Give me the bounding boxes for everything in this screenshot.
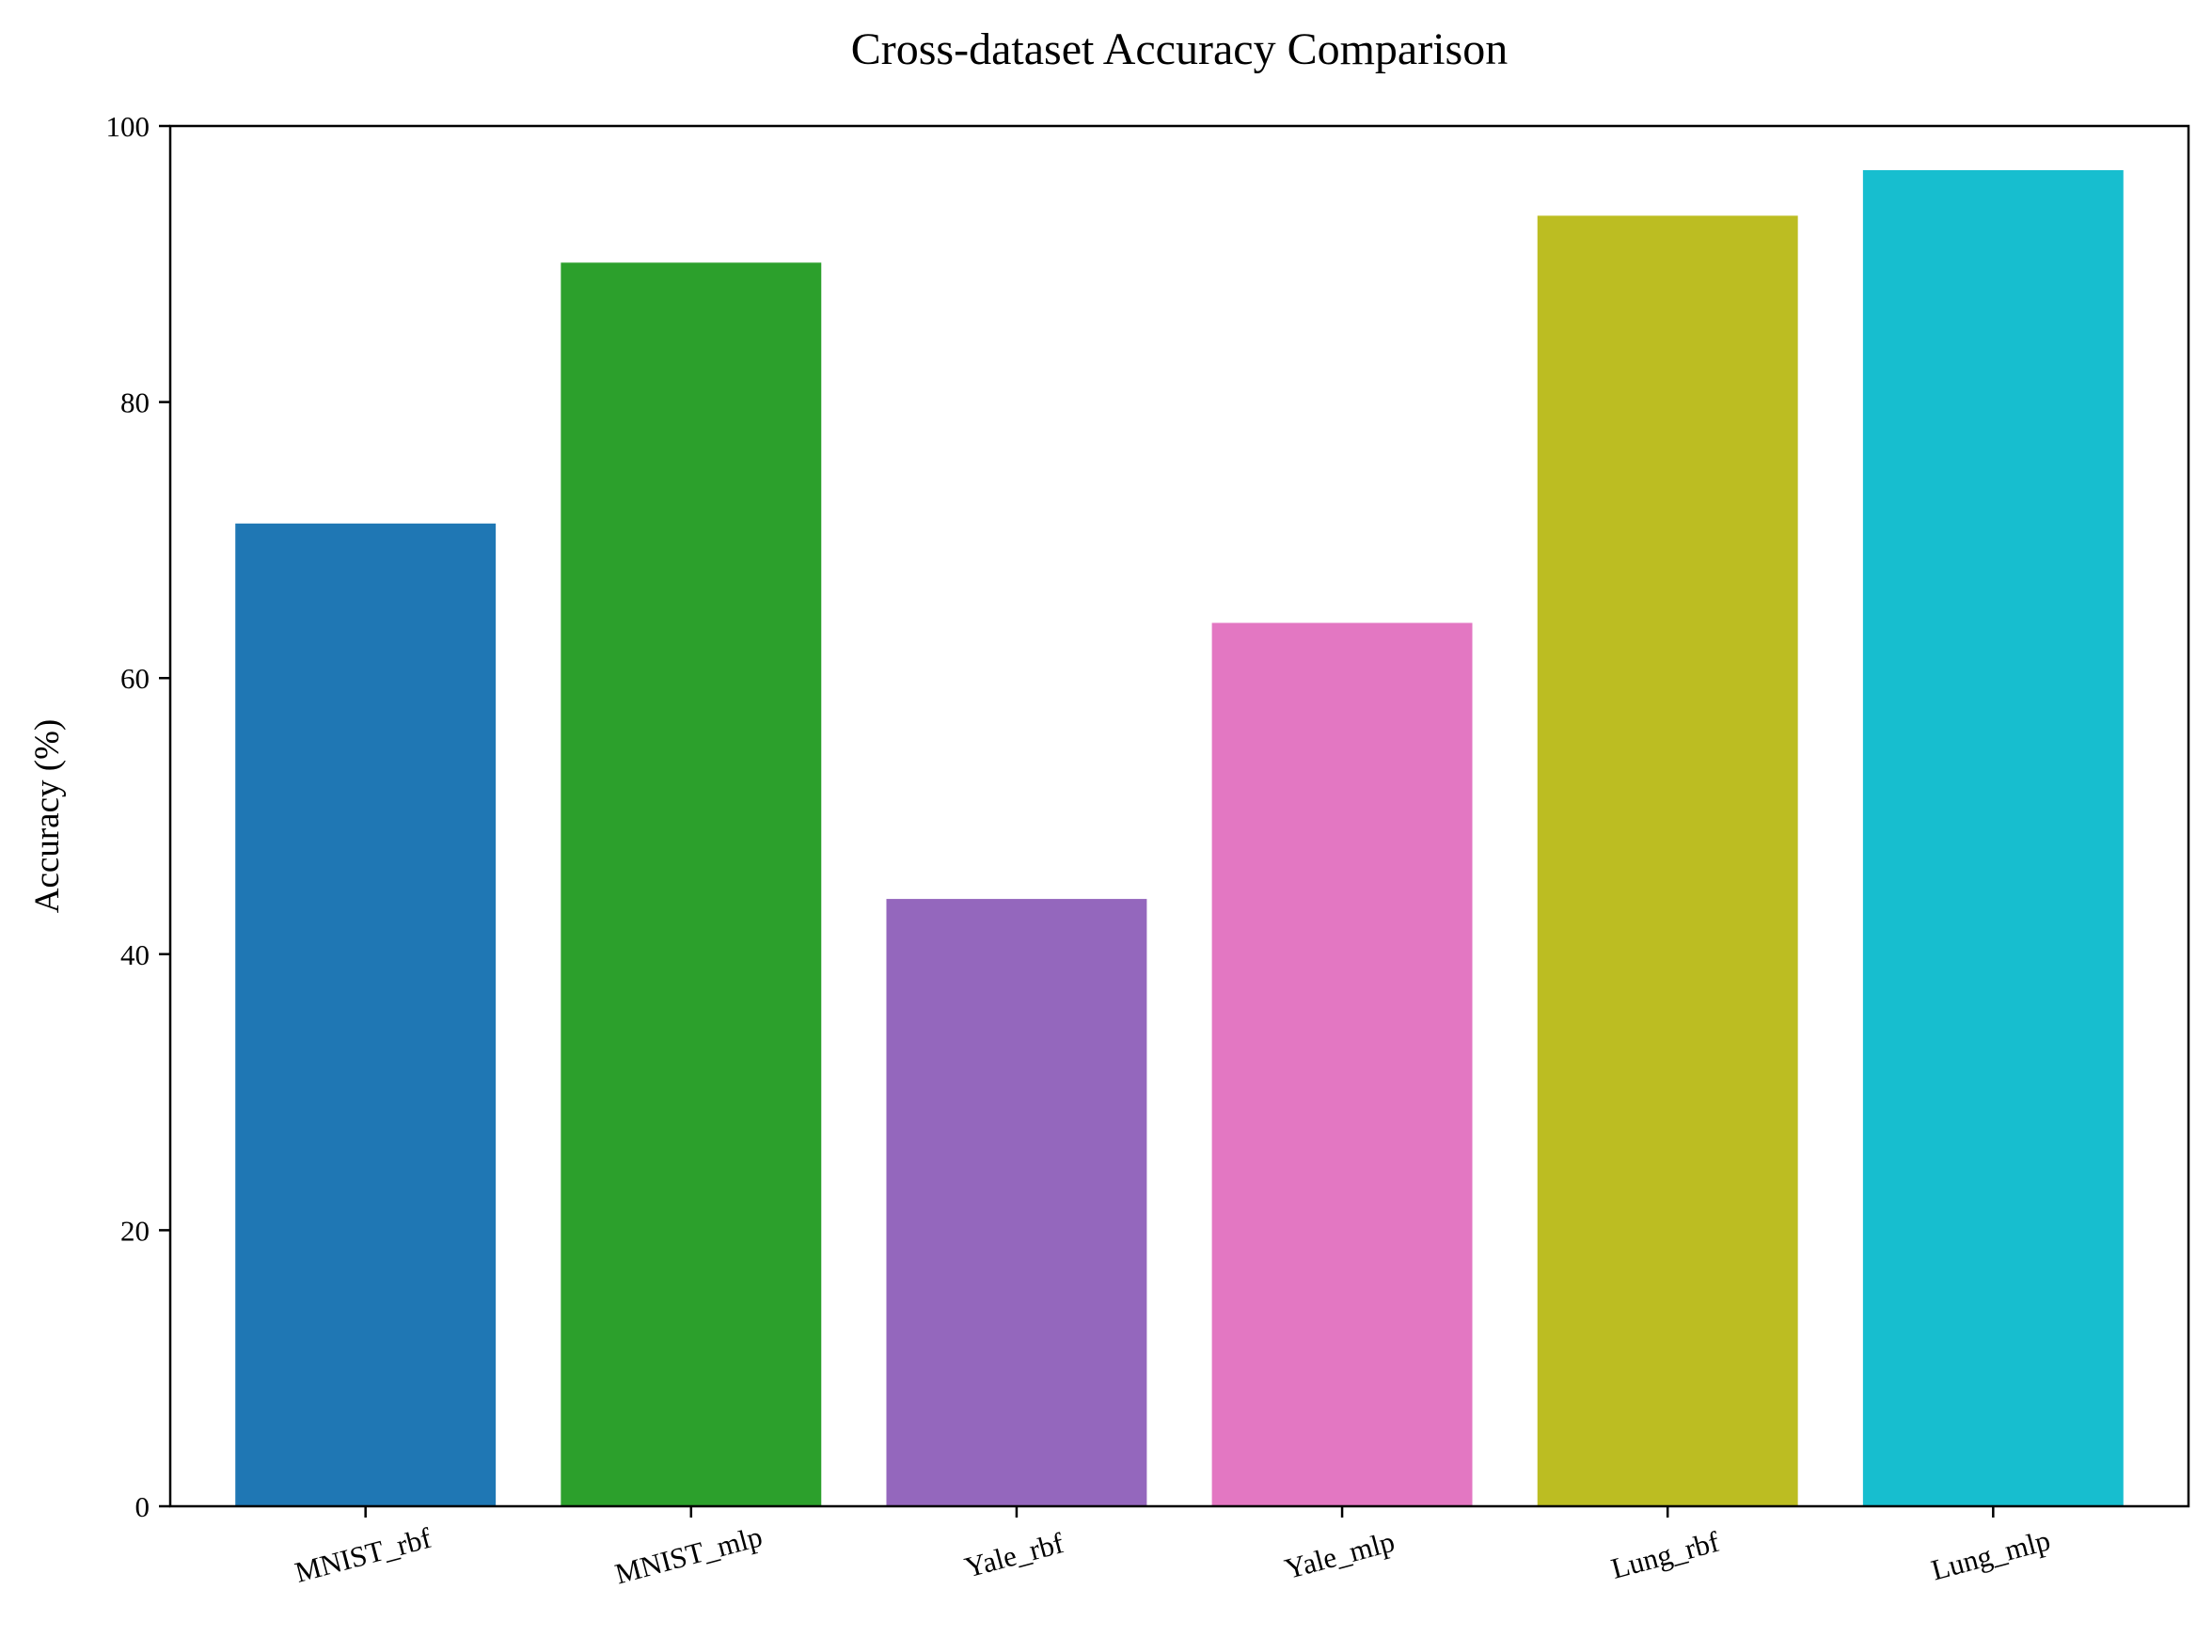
bar-yale-mlp [1211, 622, 1473, 1506]
x-tick-label: Yale_mlp [1281, 1525, 1398, 1586]
bar-lung-rbf [1537, 215, 1798, 1506]
x-tick-label: Lung_mlp [1928, 1523, 2054, 1586]
y-tick-label: 0 [135, 1490, 150, 1523]
y-tick-label: 40 [120, 938, 150, 971]
y-tick-label: 20 [120, 1214, 150, 1247]
x-axis: MNIST_rbf MNIST_mlp Yale_rbf Yale_mlp Lung_r… [292, 1506, 2054, 1590]
y-axis: 0 20 40 60 80 100 [106, 110, 170, 1523]
x-tick-label: MNIST_rbf [292, 1521, 435, 1589]
x-tick-label: MNIST_mlp [611, 1519, 766, 1590]
axes-frame [168, 124, 2190, 1508]
chart-title: Cross-dataset Accuracy Comparison [851, 24, 1508, 74]
plot-area [235, 169, 2124, 1507]
bar-lung-mlp [1862, 169, 2124, 1507]
y-tick-label: 100 [106, 110, 150, 143]
y-axis-title: Accuracy (%) [28, 719, 67, 913]
y-tick-label: 60 [120, 662, 150, 695]
bar-mnist-rbf [235, 523, 497, 1507]
x-tick-label: Lung_rbf [1607, 1525, 1723, 1585]
bar-yale-rbf [886, 899, 1147, 1506]
bar-mnist-mlp [561, 262, 822, 1506]
y-tick-label: 80 [120, 386, 150, 419]
x-tick-label: Yale_rbf [961, 1526, 1067, 1584]
